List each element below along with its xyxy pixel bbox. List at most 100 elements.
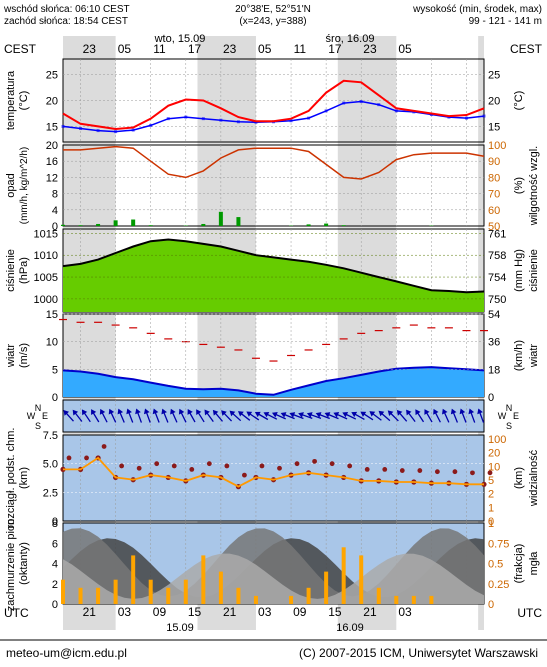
humidity-unit: (%) [513, 177, 525, 194]
wind-arrow [387, 410, 399, 422]
dewpoint-line [62, 100, 485, 133]
wind-arrow-head [450, 408, 457, 415]
wind-tick: 10 [46, 337, 58, 349]
cloudbase-label: rozciągł. podst. chm. [5, 428, 17, 529]
wind-arrow-head [396, 409, 403, 416]
wind-area [63, 367, 484, 397]
top-hour-label: 17 [328, 42, 342, 56]
temp-unit-right: (°C) [513, 91, 525, 111]
cloudbase-tick: 0 [52, 516, 58, 528]
fog-bar [131, 555, 136, 604]
fog-bar [201, 555, 206, 604]
pressure-tick: 1005 [34, 272, 58, 284]
wind-arrow-head [178, 408, 185, 415]
date2-label: 16.09 [336, 622, 364, 634]
sunset-text: zachód słońca: 18:54 CEST [4, 16, 128, 27]
cloudbase-dot [434, 469, 440, 475]
wind-arrow [254, 411, 269, 421]
pressure-tick-right: 761 [488, 228, 506, 240]
top-hour-label: 23 [83, 42, 97, 56]
wind-arrow-head [91, 409, 97, 415]
visibility-tick: 10 [488, 461, 500, 473]
wind-arrow-head [152, 408, 159, 415]
precip-tick: 0 [52, 221, 58, 233]
wind-arrow [360, 411, 374, 421]
compass-e-left: E [42, 411, 48, 421]
pressure-tick-right: 754 [488, 272, 506, 284]
wind-arrow-head [424, 409, 430, 415]
fog-bar [148, 579, 153, 604]
bottom-hour-label: 15 [328, 605, 342, 619]
top-hour-label: 23 [363, 42, 377, 56]
wind-unit-right: (km/h) [513, 340, 525, 371]
height-title: wysokość (min, środek, max) [412, 4, 542, 15]
cloudbase-tick: 2.5 [43, 487, 58, 499]
fog-bar [411, 595, 416, 604]
compass-e-right: E [513, 411, 519, 421]
visibility-tick: 100 [488, 434, 506, 446]
wind-arrow-head [161, 408, 167, 415]
panel-clouds: 8 1 6 0.75 4 0.5 2 0.25 0 0 zachmurzenie pion. (okt… [5, 516, 540, 611]
wind-arrow [237, 411, 251, 421]
visibility-tick: 2 [488, 489, 494, 501]
precip-bar [113, 220, 118, 226]
sunrise-text: wschód słońca: 06:10 CEST [3, 4, 130, 15]
precip-unit: (mm/h, kg/m^2/h) [19, 147, 30, 224]
fog-bar [236, 587, 241, 604]
top-hour-label: 05 [398, 42, 412, 56]
fog-bar [96, 587, 101, 604]
cloudbase-dot [259, 463, 265, 469]
wind-arrow-head [360, 411, 367, 417]
wind-arrow-head [187, 409, 193, 415]
cloud-tick: 0 [52, 599, 58, 611]
precip-bar [201, 223, 206, 226]
pressure-unit: (hPa) [18, 257, 30, 284]
panel-precip: 20 100 16 90 12 80 8 70 4 60 0 50 opad (mm/h, kg/m^2/… [5, 140, 540, 233]
wind-arrow-head [415, 409, 421, 416]
cloudbase-dot [101, 444, 107, 449]
wind-arrow [170, 408, 178, 423]
compass-w-right: W [498, 411, 507, 421]
wind-arrow [63, 410, 74, 422]
precip-tick: 16 [46, 156, 58, 168]
wind-arrow [442, 408, 450, 423]
compass-n-left: N [35, 403, 42, 413]
cloud-tick: 2 [52, 579, 58, 591]
precip-bar [306, 224, 311, 226]
wind-arrow [342, 411, 357, 420]
fog-tick: 0.25 [488, 579, 509, 591]
wind-arrow-head [324, 412, 331, 418]
wind-arrow-head [406, 409, 412, 416]
precip-bar [148, 225, 153, 226]
visibility-tick: 1 [488, 502, 494, 514]
pressure-label-right: ciśnienie [528, 249, 540, 292]
wind-arrow-head [117, 408, 124, 415]
precip-bar [341, 225, 346, 226]
wind-arrow-head [387, 410, 394, 416]
wind-arrow-head [170, 408, 176, 415]
email-link[interactable]: meteo-um@icm.edu.pl [6, 646, 127, 660]
cloudbase-dot [452, 469, 458, 475]
wind-arrow-head [63, 410, 70, 416]
wind-arrow-head [298, 412, 304, 418]
precip-label: opad [5, 173, 17, 197]
precip-tick: 8 [52, 189, 58, 201]
fog-bar [78, 587, 83, 604]
visibility-label: widzialność [528, 449, 540, 507]
bottom-hour-label: 21 [223, 605, 237, 619]
panel-frame [62, 399, 485, 433]
precip-bar [96, 223, 101, 226]
visibility-unit: (km) [513, 467, 525, 489]
bottom-hour-label: 21 [83, 605, 97, 619]
wind-arrow-head [433, 408, 439, 415]
cloudbase-dot [329, 461, 335, 467]
date1-label: 15.09 [166, 622, 194, 634]
bottom-hour-label: 03 [398, 605, 412, 619]
temp-tick: 15 [46, 121, 58, 133]
timezone-right: CEST [510, 42, 543, 56]
timezone-left: CEST [4, 42, 37, 56]
